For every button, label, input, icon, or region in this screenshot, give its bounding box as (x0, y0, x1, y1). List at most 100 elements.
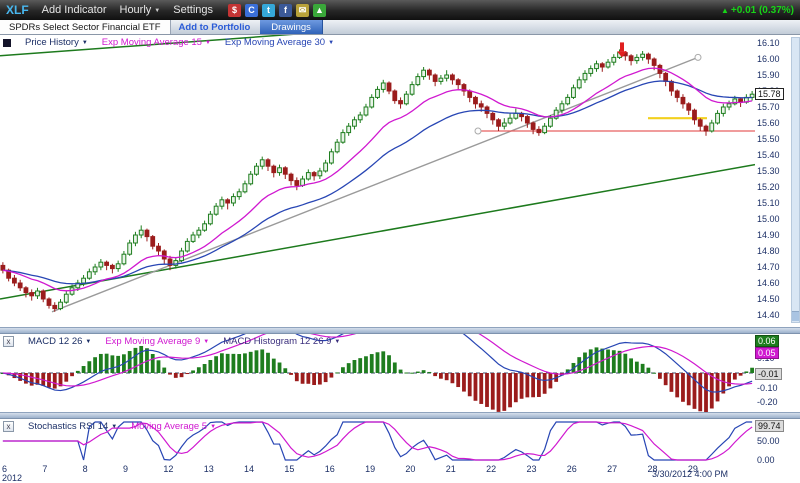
price-axis-label: 15.00 (757, 214, 780, 224)
indicator-label: Price History (25, 37, 79, 48)
indicator-label-dropdown[interactable]: Exp Moving Average 15▼ (102, 37, 211, 48)
change-value: +0.01 (0.37%) (731, 5, 794, 16)
panel-handle-icon[interactable] (3, 39, 11, 47)
vertical-scrollbar[interactable] (791, 37, 800, 323)
price-axis-label: 16.00 (757, 54, 780, 64)
stoch-current-badge: 99.74 (755, 420, 784, 432)
panel-separator[interactable] (0, 327, 800, 334)
macd-axis-label: -0.10 (757, 383, 778, 393)
twitter-icon[interactable]: t (262, 4, 275, 17)
close-macd-panel-button[interactable]: x (3, 336, 14, 347)
macd-top-badge: 0.06 (755, 335, 779, 347)
settings-button[interactable]: Settings (173, 4, 213, 16)
drawings-button[interactable]: Drawings (260, 20, 323, 34)
email-icon[interactable]: ✉ (296, 4, 309, 17)
price-axis-label: 15.20 (757, 182, 780, 192)
day-tick-label: 27 (607, 464, 617, 474)
indicator-label: Exp Moving Average 9 (105, 336, 200, 347)
stocktwits-icon[interactable]: $ (228, 4, 241, 17)
macd-plot[interactable]: x MACD 12 26▼Exp Moving Average 9▼MACD H… (0, 334, 755, 412)
price-axis-label: 14.60 (757, 278, 780, 288)
chevron-down-icon: ▼ (205, 40, 211, 46)
panel-separator[interactable] (0, 412, 800, 419)
add-indicator-button[interactable]: Add Indicator (42, 4, 107, 16)
stoch-plot[interactable]: x Stochastics RSI 14▼Moving Average 5▼ (0, 419, 755, 463)
price-axis-label: 15.10 (757, 198, 780, 208)
toolbar-icons: $ Ctf ✉ ▲ (228, 4, 326, 17)
day-tick-label: 19 (365, 464, 375, 474)
last-price-badge: 15.78 (755, 88, 784, 100)
macd-signal-badge: 0.05 (755, 347, 779, 359)
indicator-label-dropdown[interactable]: Exp Moving Average 9▼ (105, 336, 209, 347)
charting-app: XLF Add Indicator Hourly▼ Settings $Ctf✉… (0, 0, 800, 483)
price-axis-label: 15.50 (757, 134, 780, 144)
day-tick-label: 6 (2, 464, 7, 474)
indicator-label-dropdown[interactable]: Exp Moving Average 30▼ (225, 37, 334, 48)
day-tick-label: 26 (567, 464, 577, 474)
day-tick-label: 29 (688, 464, 698, 474)
indicator-label-dropdown[interactable]: Price History▼ (25, 37, 88, 48)
timeframe-dropdown[interactable]: Hourly▼ (120, 4, 161, 16)
price-axis: 15.78 16.1016.0015.9015.8015.7015.6015.5… (755, 35, 800, 327)
symbol-title-tab[interactable]: SPDRs Select Sector Financial ETF (0, 20, 171, 34)
day-tick-label: 15 (284, 464, 294, 474)
day-tick-label: 12 (163, 464, 173, 474)
macd-panel-header: x MACD 12 26▼Exp Moving Average 9▼MACD H… (3, 336, 340, 347)
macd-axis: 0.06 0.05 -0.01 0.200.10-0.10-0.20 (755, 334, 800, 412)
indicator-label: MACD Histogram 12 26 9 (223, 336, 331, 347)
macd-current-badge: -0.01 (755, 368, 782, 380)
chart-tabbar: SPDRs Select Sector Financial ETF Add to… (0, 20, 800, 35)
price-change-text: ▲+0.01 (0.37%) (721, 5, 794, 16)
indicator-label: Exp Moving Average 15 (102, 37, 202, 48)
stoch-axis: 99.74 50.000.00 (755, 419, 800, 463)
price-panel: Price History▼Exp Moving Average 15▼Exp … (0, 35, 800, 327)
stoch-axis-label: 50.00 (757, 436, 780, 446)
price-plot[interactable]: Price History▼Exp Moving Average 15▼Exp … (0, 35, 755, 327)
time-axis: 2012 3/30/2012 4:00 PM 67891213141516192… (0, 463, 800, 483)
day-tick-label: 20 (405, 464, 415, 474)
stoch-panel-header: x Stochastics RSI 14▼Moving Average 5▼ (3, 421, 216, 432)
chevron-down-icon: ▼ (203, 339, 209, 345)
indicator-label-dropdown[interactable]: Moving Average 5▼ (131, 421, 216, 432)
indicator-label: MACD 12 26 (28, 336, 82, 347)
macd-panel: x MACD 12 26▼Exp Moving Average 9▼MACD H… (0, 334, 800, 412)
indicator-label: Exp Moving Average 30 (225, 37, 325, 48)
top-toolbar: XLF Add Indicator Hourly▼ Settings $ Ctf ✉… (0, 0, 800, 20)
indicator-label: Stochastics RSI 14 (28, 421, 108, 432)
price-axis-label: 14.70 (757, 262, 780, 272)
price-axis-label: 15.70 (757, 102, 780, 112)
price-axis-label: 14.40 (757, 310, 780, 320)
chevron-down-icon: ▼ (111, 424, 117, 430)
facebook-icon[interactable]: f (279, 4, 292, 17)
price-axis-label: 15.40 (757, 150, 780, 160)
indicator-label: Moving Average 5 (131, 421, 207, 432)
indicator-label-dropdown[interactable]: MACD Histogram 12 26 9▼ (223, 336, 340, 347)
up-arrow-icon: ▲ (721, 6, 729, 15)
day-tick-label: 8 (83, 464, 88, 474)
close-stoch-panel-button[interactable]: x (3, 421, 14, 432)
day-tick-label: 21 (446, 464, 456, 474)
price-panel-header: Price History▼Exp Moving Average 15▼Exp … (3, 37, 334, 48)
macd-axis-label: -0.20 (757, 397, 778, 407)
indicator-label-dropdown[interactable]: MACD 12 26▼ (28, 336, 91, 347)
scrollbar-thumb[interactable] (792, 311, 799, 321)
expand-icon[interactable]: ▲ (313, 4, 326, 17)
chevron-down-icon: ▼ (334, 339, 340, 345)
macd-indicator-labels: MACD 12 26▼Exp Moving Average 9▼MACD His… (28, 336, 340, 347)
chevron-down-icon: ▼ (210, 424, 216, 430)
price-axis-label: 16.10 (757, 38, 780, 48)
chevron-down-icon: ▼ (85, 339, 91, 345)
price-axis-label: 15.60 (757, 118, 780, 128)
symbol-input[interactable]: XLF (6, 3, 29, 17)
year-label: 2012 (2, 473, 22, 483)
day-tick-label: 14 (244, 464, 254, 474)
day-tick-label: 28 (647, 464, 657, 474)
chat-icon[interactable]: C (245, 4, 258, 17)
indicator-label-dropdown[interactable]: Stochastics RSI 14▼ (28, 421, 117, 432)
price-axis-label: 14.90 (757, 230, 780, 240)
chevron-down-icon: ▼ (328, 40, 334, 46)
timeframe-value: Hourly (120, 4, 152, 16)
chevron-down-icon: ▼ (82, 40, 88, 46)
price-axis-label: 14.50 (757, 294, 780, 304)
add-to-portfolio-link[interactable]: Add to Portfolio (171, 20, 259, 34)
